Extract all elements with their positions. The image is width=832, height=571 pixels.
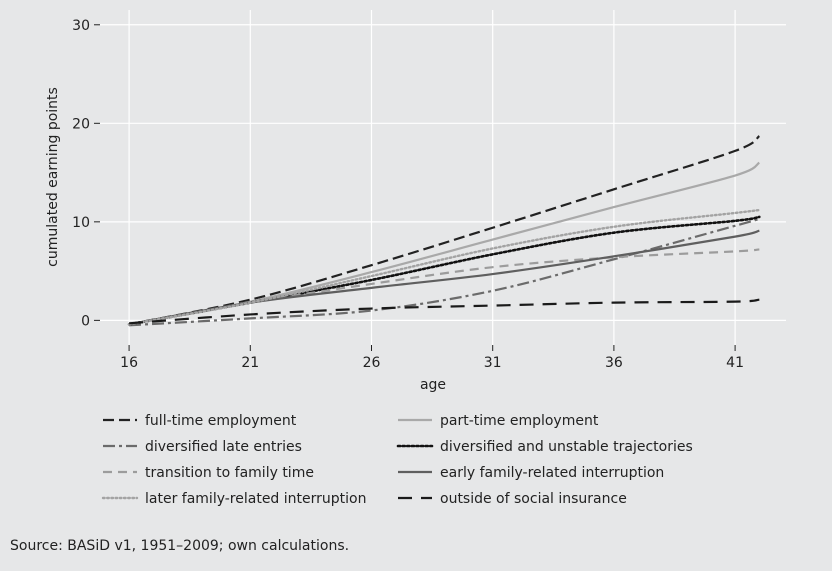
- series-line-outside-of-social-insurance: [129, 298, 760, 325]
- legend-item-diversified-and-unstable-trajectories: diversified and unstable trajectories: [396, 439, 693, 455]
- x-tick-label: 41: [726, 355, 744, 371]
- x-tick-label: 16: [120, 355, 138, 371]
- tick-labels: 16 21 26 31 36 41 0 10 20 30: [72, 18, 744, 371]
- legend-item-transition-to-family-time: transition to family time: [103, 465, 314, 481]
- legend-item-part-time-employment: part-time employment: [398, 413, 599, 429]
- x-tick-label: 31: [484, 355, 502, 371]
- legend-label: full-time employment: [145, 413, 297, 429]
- plot-area: [100, 10, 786, 345]
- legend-item-early-family-related-interruption: early family-related interruption: [398, 465, 664, 481]
- legend-label: part-time employment: [440, 413, 599, 429]
- y-axis-title: cumulated earning points: [45, 87, 61, 267]
- series-line-diversified-late-entries: [129, 217, 760, 327]
- series-line-later-family-related-interruption: [127, 208, 761, 326]
- legend-label: transition to family time: [145, 465, 314, 481]
- legend: full-time employment part-time employment…: [101, 413, 693, 507]
- legend-label: later family-related interruption: [145, 491, 366, 507]
- x-axis-title: age: [420, 377, 446, 393]
- y-tick-label: 10: [72, 215, 90, 231]
- y-tick-label: 30: [72, 18, 90, 34]
- series-lines: [127, 135, 761, 327]
- legend-item-outside-of-social-insurance: outside of social insurance: [398, 491, 627, 507]
- x-tick-label: 21: [241, 355, 259, 371]
- legend-label: outside of social insurance: [440, 491, 627, 507]
- x-tick-label: 36: [605, 355, 623, 371]
- legend-label: early family-related interruption: [440, 465, 664, 481]
- source-note: Source: BASiD v1, 1951–2009; own calcula…: [10, 538, 350, 554]
- legend-item-later-family-related-interruption: later family-related interruption: [101, 491, 366, 507]
- legend-item-diversified-late-entries: diversified late entries: [103, 439, 302, 455]
- legend-item-full-time-employment: full-time employment: [103, 413, 297, 429]
- series-line-full-time-employment: [128, 135, 761, 326]
- y-tick-label: 0: [81, 313, 90, 329]
- y-tick-label: 20: [72, 116, 90, 132]
- legend-label: diversified and unstable trajectories: [440, 439, 693, 455]
- legend-label: diversified late entries: [145, 439, 302, 455]
- x-tick-label: 26: [363, 355, 381, 371]
